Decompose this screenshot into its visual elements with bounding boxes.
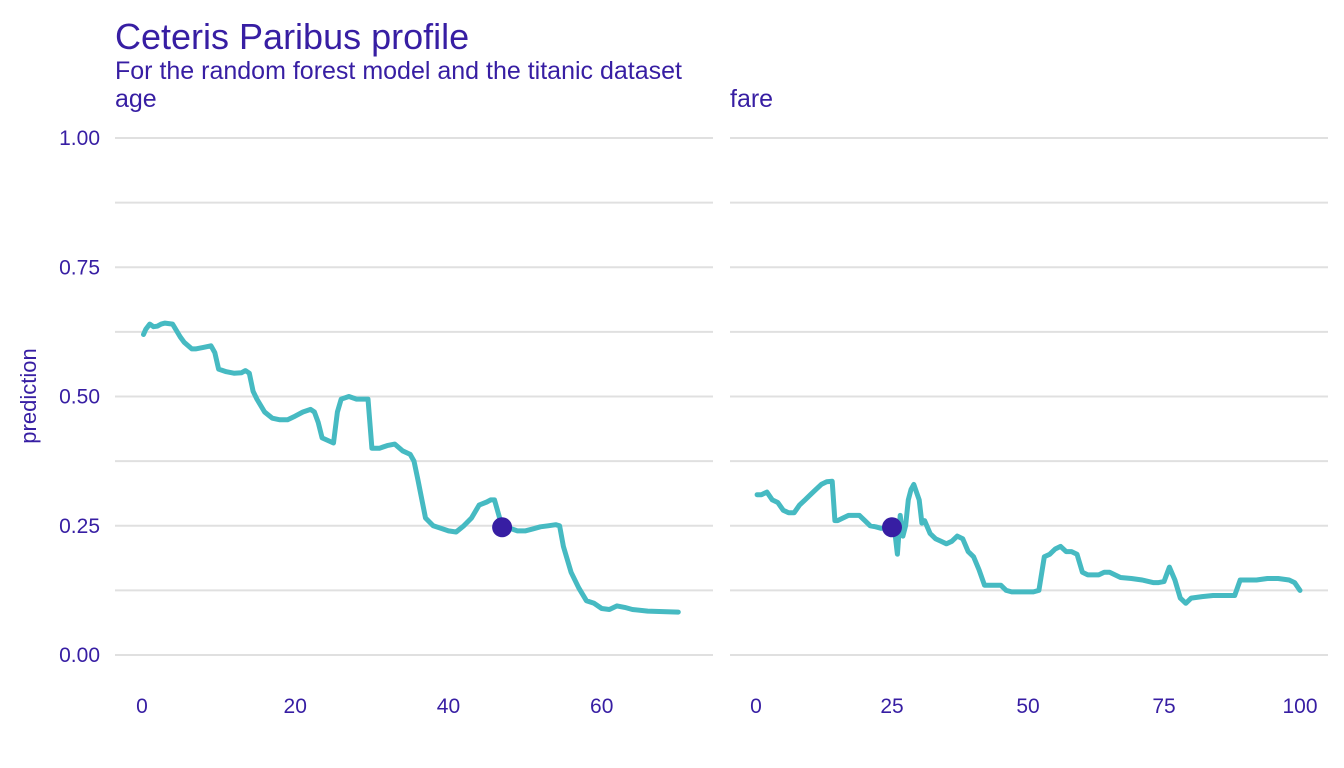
observation-point-age [492, 517, 513, 538]
panel-age: age 0 20 40 60 [115, 85, 713, 718]
x-tick-label: 20 [284, 695, 307, 718]
x-tick-label: 0 [750, 695, 762, 718]
profile-line-age [141, 320, 681, 615]
x-tick-label: 0 [136, 695, 148, 718]
x-tick-label: 75 [1152, 695, 1175, 718]
x-tick-label: 40 [437, 695, 460, 718]
y-tick-label: 0.50 [59, 386, 100, 409]
profile-line-fare [754, 478, 1303, 606]
x-tick-label: 60 [590, 695, 613, 718]
panel-title-age: age [115, 85, 157, 113]
y-tick-label: 0.75 [59, 256, 100, 279]
x-tick-label: 50 [1016, 695, 1039, 718]
panel-fare: fare 0 25 50 75 100 [730, 85, 1328, 718]
y-tick-label: 1.00 [59, 127, 100, 150]
panels-layer: 0.00 0.25 0.50 0.75 1.00 age 0 20 40 60 fare 0 25 50 7… [59, 85, 1328, 718]
y-axis-label: prediction [16, 348, 41, 443]
y-tick-label: 0.25 [59, 515, 100, 538]
observation-point-fare [882, 517, 902, 538]
y-tick-label: 0.00 [59, 644, 100, 667]
panel-title-fare: fare [730, 85, 773, 113]
x-tick-label: 100 [1282, 695, 1317, 718]
chart-title: Ceteris Paribus profile [115, 16, 469, 57]
chart-subtitle: For the random forest model and the tita… [115, 57, 682, 85]
x-tick-label: 25 [880, 695, 903, 718]
